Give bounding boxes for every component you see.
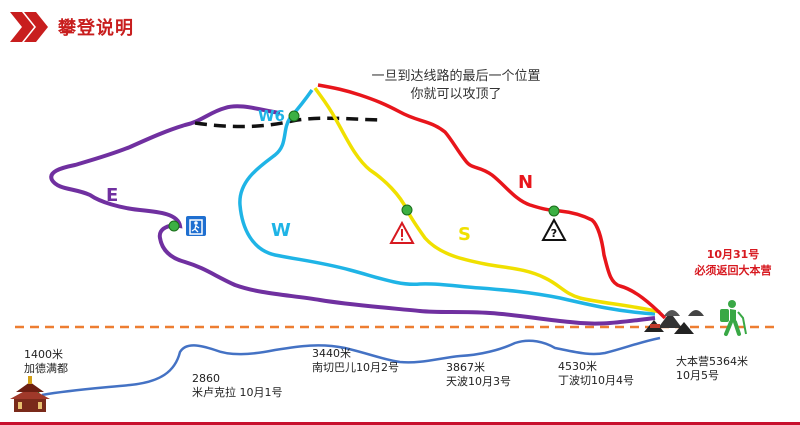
deadline-note: 10月31号 必须返回大本营 xyxy=(678,247,788,279)
station-kathmandu-altitude: 1400米 xyxy=(24,348,63,361)
station-lukla-altitude: 2860 xyxy=(192,372,220,385)
page-title: 攀登说明 xyxy=(58,18,134,39)
station-kathmandu: 1400米 加德满都 xyxy=(24,348,68,376)
station-dingboche-name: 丁波切10月4号 xyxy=(558,374,634,387)
summit-note-line1: 一旦到达线路的最后一个位置 xyxy=(371,69,541,84)
route-n-label: N xyxy=(518,172,534,193)
station-kathmandu-name: 加德满都 xyxy=(24,362,68,375)
trek-route-line xyxy=(41,336,661,397)
summit-note-line2: 你就可以攻顶了 xyxy=(410,87,502,102)
route-s-line xyxy=(313,86,661,314)
route-n-line xyxy=(317,83,667,320)
route-e-label: E xyxy=(106,185,119,206)
route-w-label: W xyxy=(271,220,291,241)
temple-icon xyxy=(10,376,50,412)
station-namche: 3440米 南切巴儿10月2号 xyxy=(312,347,399,375)
route-w-line xyxy=(238,88,656,316)
deadline-line2: 必须返回大本营 xyxy=(694,264,772,277)
bottom-accent-bar xyxy=(0,422,800,425)
waypoint-s xyxy=(401,204,413,216)
station-dingboche: 4530米 丁波切10月4号 xyxy=(558,360,634,388)
station-tengboche: 3867米 天波10月3号 xyxy=(446,361,511,389)
route-w6-label: W6 xyxy=(258,107,285,125)
station-tengboche-name: 天波10月3号 xyxy=(446,375,511,388)
station-namche-altitude: 3440米 xyxy=(312,347,351,360)
station-dingboche-altitude: 4530米 xyxy=(558,360,597,373)
svg-text:?: ? xyxy=(551,227,557,240)
waypoint-n xyxy=(548,205,560,217)
station-base-camp-altitude: 大本营5364米 xyxy=(676,355,748,368)
exit-icon xyxy=(186,216,206,236)
header: 攀登说明 xyxy=(0,0,800,50)
waypoint-w6 xyxy=(288,110,300,122)
route-s-label: S xyxy=(458,224,471,245)
station-tengboche-altitude: 3867米 xyxy=(446,361,485,374)
route-e-line xyxy=(49,104,656,326)
waypoint-e xyxy=(168,220,180,232)
unknown-hazard-icon: ? xyxy=(541,217,567,241)
station-namche-name: 南切巴儿10月2号 xyxy=(312,361,399,374)
hiker-icon xyxy=(720,300,747,336)
warning-icon xyxy=(389,220,415,244)
tents-icon xyxy=(644,310,704,334)
station-lukla-name: 米卢克拉 10月1号 xyxy=(192,386,283,399)
station-base-camp-date: 10月5号 xyxy=(676,369,719,382)
summit-note: 一旦到达线路的最后一个位置 你就可以攻顶了 xyxy=(336,68,576,104)
station-lukla: 2860 米卢克拉 10月1号 xyxy=(192,372,283,400)
station-base-camp: 大本营5364米 10月5号 xyxy=(676,355,748,383)
chevron-icon xyxy=(10,12,48,42)
deadline-line1: 10月31号 xyxy=(706,248,760,261)
